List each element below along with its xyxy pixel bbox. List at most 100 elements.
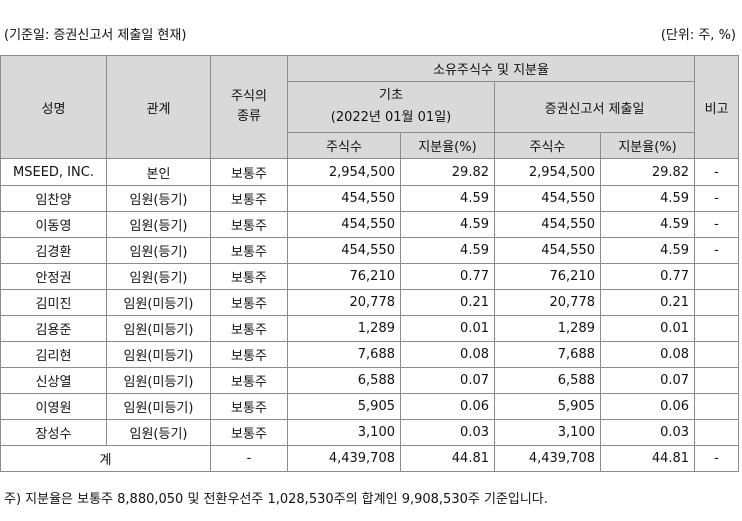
cell-ratio-base: 0.07 <box>400 367 495 394</box>
cell-ratio-base: 0.01 <box>400 315 495 342</box>
cell-relation: 임원(미등기) <box>106 315 211 342</box>
header-shares-base: 주식수 <box>287 132 401 159</box>
header-base-date: 기초 (2022년 01월 01일) <box>287 81 495 133</box>
cell-ratio-filing: 4.59 <box>599 237 696 264</box>
table-row: MSEED, INC. 본인 보통주 2,954,500 29.82 2,954… <box>0 158 740 186</box>
cell-ratio-filing: 0.77 <box>599 263 696 290</box>
header-note: 비고 <box>694 55 740 159</box>
header-ratio-base: 지분율(%) <box>400 132 495 159</box>
header-filing-date: 증권신고서 제출일 <box>493 81 696 133</box>
header-shares-filing: 주식수 <box>494 132 601 159</box>
cell-note <box>694 315 740 342</box>
cell-shares-filing: 20,778 <box>494 289 601 316</box>
cell-kind: 보통주 <box>210 367 288 394</box>
cell-name: 김경환 <box>0 237 107 264</box>
header-relation: 관계 <box>106 55 211 159</box>
cell-kind: 보통주 <box>210 237 288 264</box>
cell-shares-base: 5,905 <box>287 393 401 420</box>
table-row: 장성수 임원(등기) 보통주 3,100 0.03 3,100 0.03 <box>0 419 740 446</box>
cell-ratio-filing: 4.59 <box>599 185 696 212</box>
cell-note: - <box>694 237 740 264</box>
cell-shares-filing: 7,688 <box>494 341 601 368</box>
cell-shares-filing: 454,550 <box>494 211 601 238</box>
cell-ratio-base: 4.59 <box>400 211 495 238</box>
cell-name: 장성수 <box>0 419 107 446</box>
table-row: 김리현 임원(미등기) 보통주 7,688 0.08 7,688 0.08 <box>0 341 740 368</box>
cell-note: - <box>694 211 740 238</box>
total-kind: - <box>210 445 288 472</box>
cell-ratio-filing: 0.06 <box>599 393 696 420</box>
cell-relation: 임원(등기) <box>106 263 211 290</box>
cell-kind: 보통주 <box>210 185 288 212</box>
shareholding-table: 성명 관계 주식의 종류 소유주식수 및 지분율 비고 기초 (2022년 01… <box>0 55 740 472</box>
table-row: 안정권 임원(등기) 보통주 76,210 0.77 76,210 0.77 <box>0 263 740 290</box>
table-row: 이동영 임원(등기) 보통주 454,550 4.59 454,550 4.59… <box>0 211 740 238</box>
cell-note: - <box>694 158 740 186</box>
unit-text: (단위: 주, %) <box>660 28 736 43</box>
footnote: 주) 지분율은 보통주 8,880,050 및 전환우선주 1,028,530주… <box>4 492 548 507</box>
cell-relation: 임원(등기) <box>106 237 211 264</box>
total-label: 계 <box>0 445 211 472</box>
cell-ratio-filing: 0.07 <box>599 367 696 394</box>
cell-note <box>694 393 740 420</box>
cell-ratio-filing: 0.01 <box>599 315 696 342</box>
cell-name: 이영원 <box>0 393 107 420</box>
cell-kind: 보통주 <box>210 211 288 238</box>
cell-shares-base: 454,550 <box>287 237 401 264</box>
table-row: 김용준 임원(미등기) 보통주 1,289 0.01 1,289 0.01 <box>0 315 740 342</box>
cell-ratio-base: 0.77 <box>400 263 495 290</box>
total-row: 계 - 4,439,708 44.81 4,439,708 44.81 - <box>0 445 740 472</box>
cell-shares-filing: 76,210 <box>494 263 601 290</box>
cell-kind: 보통주 <box>210 315 288 342</box>
cell-shares-base: 76,210 <box>287 263 401 290</box>
cell-ratio-base: 4.59 <box>400 185 495 212</box>
cell-note <box>694 341 740 368</box>
cell-ratio-filing: 0.21 <box>599 289 696 316</box>
cell-note <box>694 367 740 394</box>
cell-shares-base: 7,688 <box>287 341 401 368</box>
cell-shares-filing: 454,550 <box>494 237 601 264</box>
cell-name: 김리현 <box>0 341 107 368</box>
cell-name: 김미진 <box>0 289 107 316</box>
cell-relation: 임원(등기) <box>106 211 211 238</box>
cell-ratio-filing: 29.82 <box>599 158 696 186</box>
table-row: 김미진 임원(미등기) 보통주 20,778 0.21 20,778 0.21 <box>0 289 740 316</box>
table-row: 김경환 임원(등기) 보통주 454,550 4.59 454,550 4.59… <box>0 237 740 264</box>
cell-shares-base: 3,100 <box>287 419 401 446</box>
cell-name: 신상열 <box>0 367 107 394</box>
cell-name: 김용준 <box>0 315 107 342</box>
cell-relation: 임원(등기) <box>106 419 211 446</box>
total-ratio-filing: 44.81 <box>599 445 696 472</box>
cell-ratio-base: 0.08 <box>400 341 495 368</box>
cell-shares-filing: 454,550 <box>494 185 601 212</box>
cell-name: 임찬양 <box>0 185 107 212</box>
cell-name: 이동영 <box>0 211 107 238</box>
cell-ratio-base: 29.82 <box>400 158 495 186</box>
cell-note <box>694 419 740 446</box>
cell-shares-filing: 3,100 <box>494 419 601 446</box>
header-holdings: 소유주식수 및 지분율 <box>286 55 696 82</box>
cell-shares-base: 20,778 <box>287 289 401 316</box>
cell-kind: 보통주 <box>210 393 288 420</box>
cell-relation: 임원(미등기) <box>106 341 211 368</box>
cell-shares-base: 6,588 <box>287 367 401 394</box>
cell-shares-base: 454,550 <box>287 185 401 212</box>
header-stock-kind: 주식의 종류 <box>210 55 288 159</box>
cell-shares-filing: 5,905 <box>494 393 601 420</box>
cell-kind: 보통주 <box>210 263 288 290</box>
cell-relation: 임원(미등기) <box>106 393 211 420</box>
total-ratio-base: 44.81 <box>400 445 495 472</box>
cell-relation: 임원(등기) <box>106 185 211 212</box>
header-name: 성명 <box>0 55 107 159</box>
cell-ratio-base: 0.03 <box>400 419 495 446</box>
cell-ratio-filing: 0.03 <box>599 419 696 446</box>
cell-kind: 보통주 <box>210 158 288 186</box>
cell-name: 안정권 <box>0 263 107 290</box>
cell-ratio-filing: 0.08 <box>599 341 696 368</box>
cell-kind: 보통주 <box>210 289 288 316</box>
cell-ratio-base: 4.59 <box>400 237 495 264</box>
table-row: 임찬양 임원(등기) 보통주 454,550 4.59 454,550 4.59… <box>0 185 740 212</box>
cell-ratio-base: 0.06 <box>400 393 495 420</box>
table-row: 이영원 임원(미등기) 보통주 5,905 0.06 5,905 0.06 <box>0 393 740 420</box>
cell-note <box>694 289 740 316</box>
